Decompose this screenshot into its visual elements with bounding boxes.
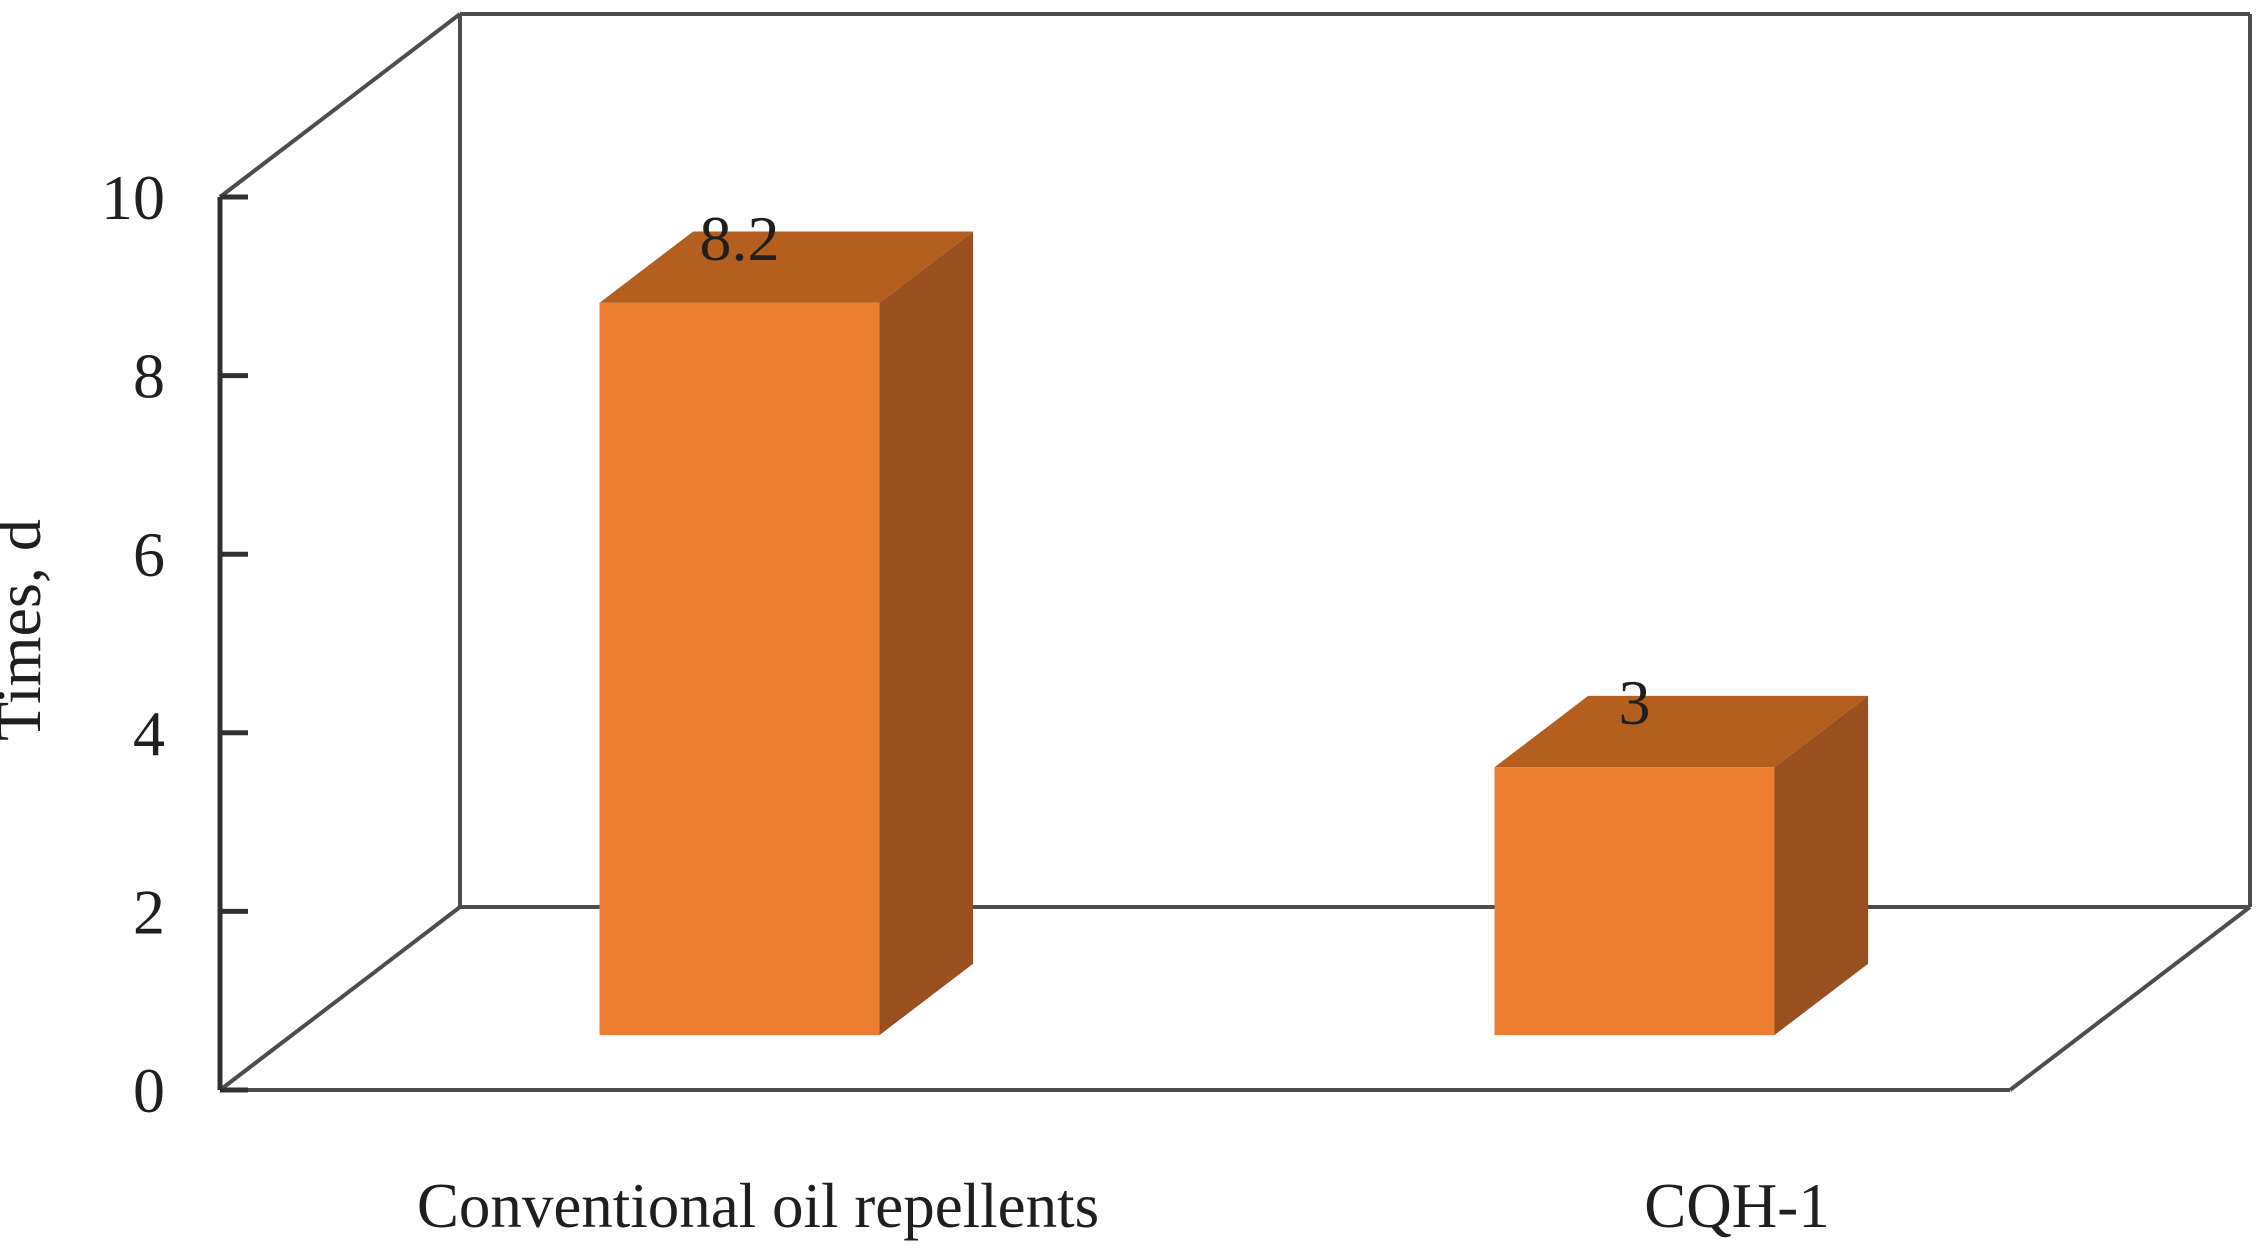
- y-tick-label: 6: [133, 519, 165, 590]
- bar-side-face: [1774, 695, 1869, 1036]
- floor-left-diagonal: [218, 905, 462, 1092]
- floor-right-diagonal: [2008, 905, 2252, 1092]
- y-tick-label: 4: [133, 698, 165, 769]
- y-tick-label: 10: [101, 162, 165, 233]
- y-tick-label: 8: [133, 341, 165, 412]
- x-category-label: Conventional oil repellents: [417, 1171, 1099, 1241]
- x-category-label: CQH-1: [1644, 1171, 1830, 1241]
- bar-data-label: 8.2: [700, 203, 780, 274]
- bar-front-face: [1494, 767, 1775, 1036]
- left-wall-top-diagonal: [218, 12, 462, 199]
- y-tick-label: 2: [133, 876, 165, 947]
- bar-data-label: 3: [1619, 667, 1651, 738]
- bar-side-face: [879, 231, 974, 1036]
- y-tick-label: 0: [133, 1055, 165, 1126]
- bar-top-face: [599, 231, 974, 303]
- bar-top-face: [1494, 695, 1869, 768]
- y-axis-title: Times, d: [0, 519, 54, 741]
- bar-front-face: [599, 302, 880, 1036]
